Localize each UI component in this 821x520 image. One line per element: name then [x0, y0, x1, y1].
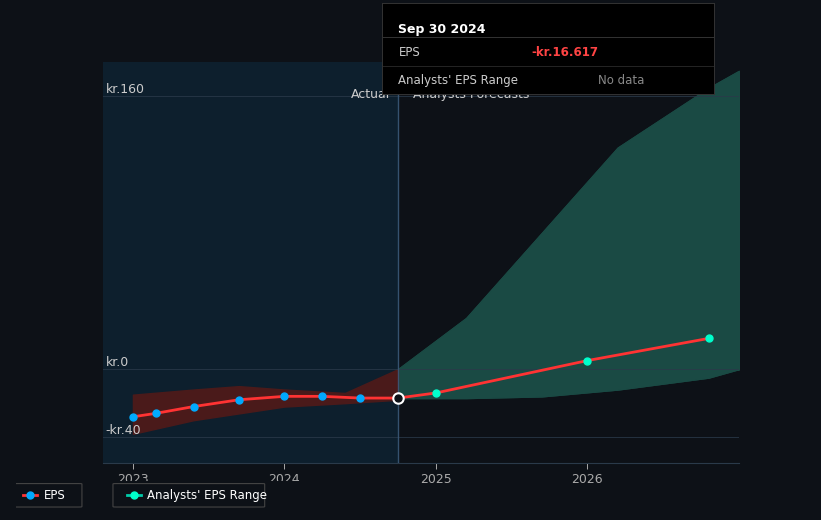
Text: Analysts Forecasts: Analysts Forecasts [413, 88, 530, 101]
Text: kr.0: kr.0 [106, 356, 129, 369]
Text: Sep 30 2024: Sep 30 2024 [398, 22, 486, 35]
Bar [398, 62, 739, 463]
Text: kr.160: kr.160 [106, 84, 144, 97]
Text: Analysts' EPS Range: Analysts' EPS Range [398, 74, 518, 86]
Bar [103, 62, 398, 463]
Text: No data: No data [598, 74, 644, 86]
Text: -kr.40: -kr.40 [106, 424, 141, 437]
Text: EPS: EPS [44, 489, 66, 502]
Text: Actual: Actual [351, 88, 391, 101]
Text: Analysts' EPS Range: Analysts' EPS Range [148, 489, 268, 502]
Text: -kr.16.617: -kr.16.617 [531, 46, 599, 59]
Text: EPS: EPS [398, 46, 420, 59]
